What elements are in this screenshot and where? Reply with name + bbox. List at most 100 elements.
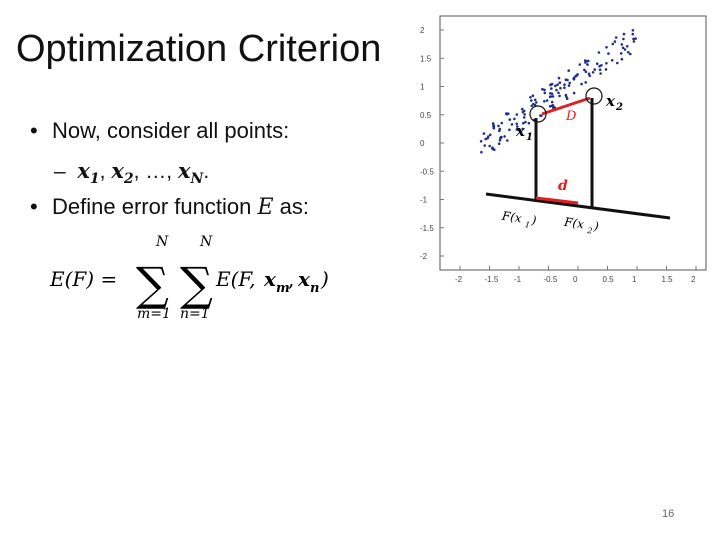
bullet-dot: • (30, 194, 38, 219)
projection-line (485, 192, 671, 220)
x-tick-label: 1.5 (662, 275, 674, 284)
scatter-point (484, 137, 487, 141)
label-x1: x (515, 122, 526, 140)
sep: , (166, 160, 173, 183)
scatter-point (586, 63, 589, 66)
scatter-point (492, 126, 496, 130)
xN-symbol: x (177, 158, 191, 183)
scatter-point (498, 138, 502, 142)
point-x1-marker (529, 105, 547, 123)
scatter-point (529, 96, 532, 99)
label-D: D (565, 109, 577, 124)
scatter-point (480, 150, 483, 154)
scatter-point (515, 128, 519, 131)
scatter-point (530, 99, 533, 102)
scatter-point (550, 87, 553, 90)
scatter-point (545, 99, 549, 102)
period: . (203, 160, 210, 183)
scatter-point (614, 36, 618, 39)
scatter-point (479, 140, 483, 143)
scatter-point (549, 92, 552, 95)
scatter-point (604, 68, 608, 71)
equation-lhs: E(F) = (49, 267, 117, 291)
scatter-point (557, 91, 560, 95)
scatter-point (498, 127, 502, 131)
scatter-point (555, 88, 558, 92)
scatter-point (522, 116, 526, 119)
xm-symbol: x (263, 267, 277, 291)
scatter-point (631, 29, 635, 32)
scatter-point (620, 57, 624, 61)
sep: , (99, 160, 106, 183)
sum2-sigma: ∑ (180, 257, 213, 311)
scatter-point (616, 61, 619, 65)
bullet-text-suffix: as: (279, 194, 309, 219)
scatter-point (527, 121, 531, 125)
y-tick-label: 1 (420, 83, 425, 92)
xn-subscript: n (310, 281, 319, 296)
y-tick-label: 0.5 (420, 111, 432, 120)
x1-subscript: 1 (89, 171, 100, 188)
scatter-point (625, 45, 629, 48)
scatter-point (543, 91, 547, 95)
scatter-point (492, 124, 496, 128)
sum1-sigma: ∑ (136, 257, 169, 311)
scatter-point (533, 98, 537, 102)
scatter-point (515, 122, 519, 126)
scatter-point (632, 40, 636, 43)
scatter-point (623, 48, 627, 51)
scatter-point (564, 78, 568, 81)
scatter-point (634, 37, 637, 40)
scatter-point (619, 52, 623, 55)
scatter-point (558, 81, 562, 84)
scatter-point (598, 64, 601, 68)
scatter-point (506, 139, 509, 142)
bullet-define-error: • Define error function E as: (30, 194, 309, 220)
scatter-point (632, 37, 635, 41)
scatter-point (520, 107, 524, 111)
scatter-point (548, 95, 552, 99)
scatter-point (584, 81, 587, 84)
scatter-point (488, 144, 491, 148)
x-tick-label: 0.5 (603, 275, 615, 284)
x-tick-label: -1 (514, 275, 522, 284)
scatter-point (563, 83, 566, 86)
scatter-point (515, 113, 519, 116)
scatter-point (554, 84, 557, 88)
rhs-start: E(F, (215, 267, 256, 291)
label-Fx2-end: ) (592, 219, 600, 234)
y-tick-label: -1.5 (420, 224, 434, 233)
scatter-point (508, 118, 512, 121)
scatter-point (583, 68, 586, 72)
scatter-point (622, 32, 626, 36)
scatter-point (522, 121, 525, 125)
scatter-point (591, 71, 595, 74)
projection-plot: 2 1.5 1 0.5 0 -0.5 -1 -1.5 -2 -2 -1.5 -1 -0.5 0 0.5 1 1… (420, 15, 707, 284)
scatter-point (611, 42, 615, 46)
scatter-point (532, 102, 535, 106)
scatter-point (524, 120, 527, 124)
sub-bullet-points: – x1, x2, …, xN. (54, 158, 209, 187)
scatter-point (605, 62, 608, 65)
distance-d-line (535, 196, 579, 205)
distance-D-line (541, 96, 591, 116)
scatter-point (550, 100, 554, 104)
x-tick-label: -0.5 (544, 275, 558, 284)
scatter-point (543, 88, 546, 92)
label-x1-sub: 1 (526, 132, 533, 143)
scatter-point (587, 59, 590, 63)
scatter-point (558, 94, 561, 98)
label-Fx1-text: F(x (500, 209, 523, 226)
error-equation: E(F) = N ∑ m=1 N ∑ n=1 E(F, x m , x n ) (49, 234, 329, 322)
x-tick-label: -2 (455, 275, 463, 284)
scatter-point (483, 144, 486, 147)
scatter-point (557, 76, 561, 80)
comma: , (288, 267, 294, 291)
scatter-point (503, 135, 506, 138)
x1-symbol: x (77, 158, 90, 183)
scatter-point (587, 72, 591, 76)
scatter-point (568, 81, 571, 85)
scatter-point (493, 148, 496, 151)
scatter-point (599, 72, 602, 75)
label-Fx2-text: F(x (562, 215, 585, 232)
